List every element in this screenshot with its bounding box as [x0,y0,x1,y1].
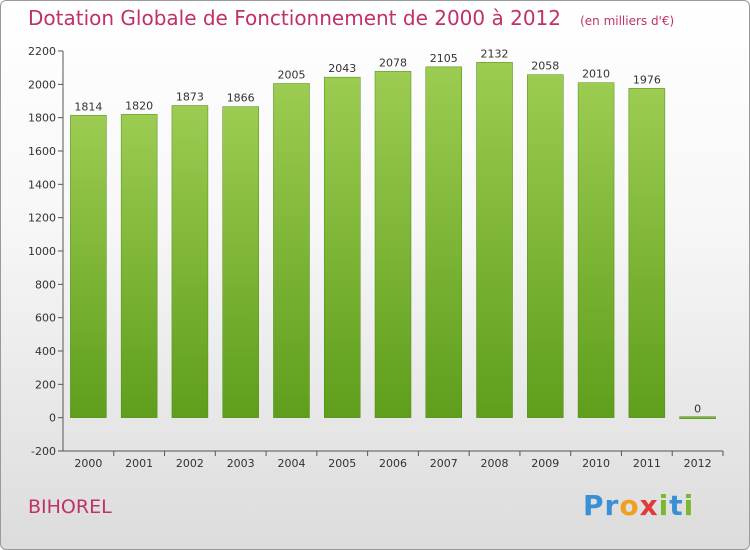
y-tick-label: 200 [35,378,56,391]
x-tick-label: 2011 [633,457,661,470]
x-tick-label: 2007 [430,457,458,470]
bar [120,114,158,418]
x-tick-label: 2000 [74,457,102,470]
data-label: 2058 [531,60,559,73]
data-label: 2105 [430,52,458,65]
bar [425,66,463,418]
data-label: 2078 [379,56,407,69]
axes: -200 0 200 400 600 800 1000 1200 1400 1600 1800 200… [28,45,724,470]
x-tick-label: 2001 [125,457,153,470]
x-tick-label: 2012 [684,457,712,470]
y-tick-label: -200 [31,445,56,458]
logo-letter: x [639,489,659,522]
x-tick-label: 2009 [531,457,559,470]
y-tick-label: 1600 [28,145,56,158]
data-label: 2010 [582,68,610,81]
data-label: 1814 [74,100,102,113]
bars [70,62,716,419]
logo-letter: t [669,489,684,522]
y-tick-label: 2000 [28,78,56,91]
x-tick-label: 2002 [176,457,204,470]
title-row: Dotation Globale de Fonctionnement de 20… [28,6,674,30]
x-tick-label: 2010 [582,457,610,470]
data-labels: 1814 1820 1873 1866 2005 2043 2078 2105 2132 2058… [74,47,701,415]
bar [273,83,310,418]
logo-letter: P [583,489,605,522]
y-tick-label: 1800 [28,112,56,125]
data-label: 1820 [125,99,153,112]
y-tick-label: 1400 [28,178,56,191]
bar [323,76,361,418]
bar [476,62,513,418]
logo-letter: i [683,489,695,522]
data-label: 2005 [277,69,305,82]
bar [171,105,209,418]
x-tick-label: 2006 [379,457,407,470]
y-tick-label: 2200 [28,45,56,58]
data-label: 2132 [481,47,509,60]
logo-letter: o [619,489,640,522]
x-tick-label: 2003 [227,457,255,470]
bar [374,71,412,418]
y-tick-label: 400 [35,345,56,358]
logo-letter: r [604,489,620,522]
bar [222,106,259,418]
data-label: 2043 [328,62,356,75]
x-tick-label: 2004 [277,457,305,470]
proxiti-logo: Proxiti [583,489,694,522]
data-label: 0 [694,403,701,416]
y-tick-label: 800 [35,278,56,291]
bar [628,88,666,418]
entity-name: BIHOREL [28,496,112,518]
y-tick-label: 0 [49,412,56,425]
bar [577,82,615,418]
bar [679,416,716,419]
logo-letter: i [658,489,670,522]
data-label: 1866 [227,92,255,105]
unit-note: (en milliers d'€) [580,14,675,28]
chart-title: Dotation Globale de Fonctionnement de 20… [28,6,561,30]
y-tick-label: 600 [35,312,56,325]
y-tick-label: 1200 [28,212,56,225]
y-tick-label: 1000 [28,245,56,258]
data-label: 1873 [176,91,204,104]
x-tick-label: 2008 [481,457,509,470]
data-label: 1976 [633,73,661,86]
bar [527,74,564,418]
bar [70,115,107,418]
x-tick-label: 2005 [328,457,356,470]
